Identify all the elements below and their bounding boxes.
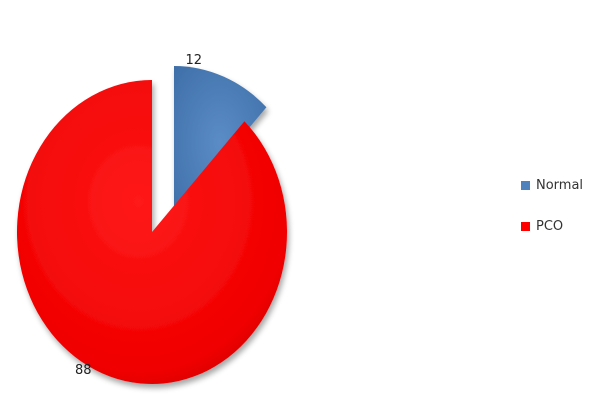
legend-swatch-pco (521, 221, 530, 231)
pie-slice-pco (17, 80, 288, 384)
data-label-pco: 88 (75, 363, 92, 378)
legend-swatch-normal (521, 180, 530, 190)
legend-item-normal: Normal (521, 175, 601, 195)
legend-label-normal: Normal (536, 177, 584, 193)
legend-item-pco: PCO (521, 216, 601, 236)
legend: Normal PCO (521, 175, 601, 257)
legend-label-pco: PCO (536, 218, 564, 234)
data-label-normal: 12 (186, 53, 203, 68)
